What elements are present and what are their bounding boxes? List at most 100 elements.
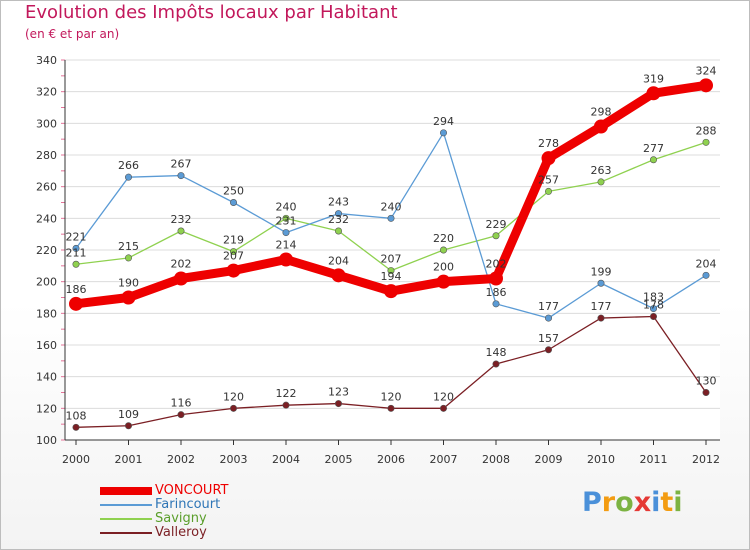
data-label-savigny: 288	[696, 124, 717, 137]
proxiti-logo: Proxiti	[582, 487, 683, 518]
point-savigny	[72, 260, 80, 268]
data-label-farincourt: 243	[328, 196, 349, 209]
point-farincourt	[125, 173, 133, 181]
logo-letter: i	[673, 487, 683, 518]
data-label-savigny: 219	[223, 234, 244, 247]
data-label-valleroy: 123	[328, 386, 349, 399]
data-label-voncourt: 214	[276, 239, 297, 252]
point-farincourt	[439, 129, 447, 137]
x-tick-label: 2006	[377, 453, 405, 466]
point-valleroy	[230, 404, 238, 412]
point-farincourt	[334, 210, 342, 218]
point-savigny	[492, 232, 500, 240]
data-label-voncourt: 202	[171, 258, 192, 271]
point-savigny	[177, 227, 185, 235]
data-label-valleroy: 178	[643, 299, 664, 312]
legend-label: Farincourt	[155, 497, 221, 512]
point-farincourt	[597, 279, 605, 287]
data-label-savigny: 240	[276, 200, 297, 213]
point-voncourt	[121, 290, 136, 305]
point-savigny	[597, 178, 605, 186]
data-label-voncourt: 278	[538, 137, 559, 150]
x-tick-label: 2005	[325, 453, 353, 466]
logo-letter: x	[633, 487, 652, 518]
point-valleroy	[334, 400, 342, 408]
x-tick-label: 2000	[62, 453, 90, 466]
data-label-voncourt: 186	[66, 283, 87, 296]
point-farincourt	[387, 214, 395, 222]
point-voncourt	[594, 119, 608, 134]
data-label-savigny: 207	[381, 253, 402, 266]
data-label-farincourt: 177	[538, 300, 559, 313]
data-label-savigny: 211	[66, 246, 87, 259]
y-tick-label: 260	[36, 181, 57, 194]
data-label-voncourt: 200	[433, 261, 454, 274]
y-tick-label: 220	[36, 244, 57, 257]
point-voncourt	[384, 284, 398, 299]
data-label-savigny: 232	[328, 213, 349, 226]
point-valleroy	[387, 404, 395, 412]
data-label-valleroy: 120	[223, 390, 244, 403]
point-voncourt	[646, 86, 661, 101]
point-valleroy	[597, 314, 605, 322]
data-label-farincourt: 204	[696, 257, 717, 270]
y-tick-label: 180	[36, 307, 57, 320]
point-voncourt	[174, 271, 188, 286]
point-savigny	[334, 227, 342, 235]
point-farincourt	[282, 229, 290, 237]
chart-title: Evolution des Impôts locaux par Habitant	[25, 2, 398, 23]
x-tick-label: 2012	[692, 453, 720, 466]
x-tick-label: 2011	[640, 453, 668, 466]
legend-swatch	[100, 518, 152, 520]
point-voncourt	[279, 252, 293, 267]
point-voncourt	[699, 78, 713, 93]
x-tick-label: 2001	[115, 453, 143, 466]
y-tick-label: 300	[36, 117, 57, 130]
point-farincourt	[544, 314, 552, 322]
point-voncourt	[69, 296, 83, 311]
logo-letter: o	[615, 487, 634, 518]
y-tick-label: 200	[36, 276, 57, 289]
x-tick-label: 2010	[587, 453, 615, 466]
y-tick-label: 340	[36, 54, 57, 67]
data-label-valleroy: 148	[486, 346, 507, 359]
data-label-voncourt: 204	[328, 254, 349, 267]
data-label-valleroy: 130	[696, 375, 717, 388]
point-valleroy	[282, 401, 290, 409]
data-label-voncourt: 190	[118, 277, 139, 290]
data-label-valleroy: 177	[591, 300, 612, 313]
x-tick-label: 2004	[272, 453, 300, 466]
data-label-farincourt: 183	[643, 291, 664, 304]
data-label-voncourt: 298	[591, 106, 612, 119]
data-label-voncourt: 202	[486, 258, 507, 271]
point-savigny	[544, 187, 552, 195]
logo-letter: t	[660, 487, 674, 518]
point-valleroy	[177, 411, 185, 419]
data-label-farincourt: 240	[381, 200, 402, 213]
y-tick-label: 280	[36, 149, 57, 162]
x-tick-label: 2009	[535, 453, 563, 466]
point-farincourt	[230, 199, 238, 207]
data-label-farincourt: 250	[223, 185, 244, 198]
chart-subtitle: (en € et par an)	[25, 27, 120, 41]
data-label-savigny: 257	[538, 173, 559, 186]
data-label-farincourt: 266	[118, 159, 139, 172]
y-tick-label: 120	[36, 402, 57, 415]
point-valleroy	[492, 360, 500, 368]
data-label-farincourt: 199	[591, 265, 612, 278]
point-valleroy	[649, 312, 657, 320]
point-voncourt	[226, 263, 241, 278]
y-tick-label: 100	[36, 434, 57, 447]
point-savigny	[230, 248, 238, 256]
data-label-voncourt: 319	[643, 72, 664, 85]
point-valleroy	[439, 404, 447, 412]
point-voncourt	[436, 274, 451, 289]
data-label-voncourt: 207	[223, 250, 244, 263]
data-label-valleroy: 108	[66, 409, 87, 422]
point-savigny	[439, 246, 447, 254]
data-label-valleroy: 157	[538, 332, 559, 345]
point-farincourt	[649, 305, 657, 313]
logo-letter: r	[601, 487, 616, 518]
point-valleroy	[544, 346, 552, 354]
